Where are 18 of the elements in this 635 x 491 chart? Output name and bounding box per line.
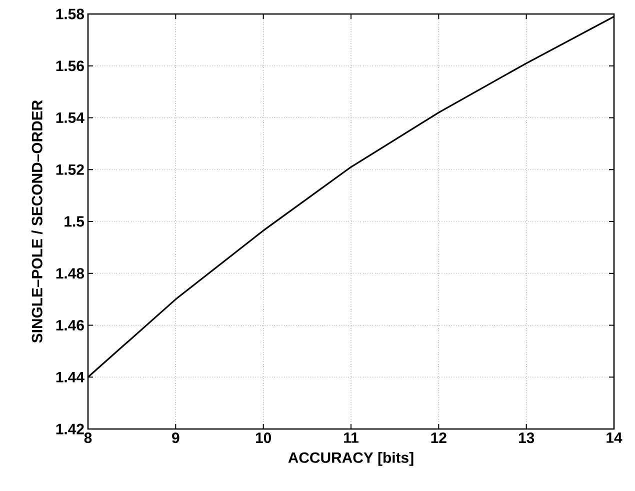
y-tick-label: 1.58 — [56, 8, 84, 20]
y-tick-label: 1.5 — [64, 216, 84, 227]
y-tick-label: 1.56 — [56, 60, 84, 72]
x-axis-title: ACCURACY [bits] — [288, 452, 414, 466]
y-axis-title: SINGLE–POLE / SECOND–ORDER — [31, 100, 43, 343]
y-tick-label: 1.42 — [56, 424, 84, 434]
x-tick-label: 12 — [431, 432, 446, 443]
x-tick-label: 9 — [172, 432, 180, 444]
x-tick-label: 8 — [84, 432, 92, 444]
y-tick-label: 1.54 — [56, 112, 84, 123]
y-tick-label: 1.48 — [56, 268, 84, 279]
y-tick-label: 1.44 — [56, 372, 84, 382]
x-tick-label: 14 — [606, 432, 622, 443]
y-tick-label: 1.46 — [56, 320, 84, 331]
x-tick-label: 13 — [518, 432, 534, 444]
y-tick-label: 1.52 — [56, 164, 84, 175]
x-tick-label: 10 — [256, 432, 272, 444]
x-tick-label: 11 — [344, 432, 358, 443]
